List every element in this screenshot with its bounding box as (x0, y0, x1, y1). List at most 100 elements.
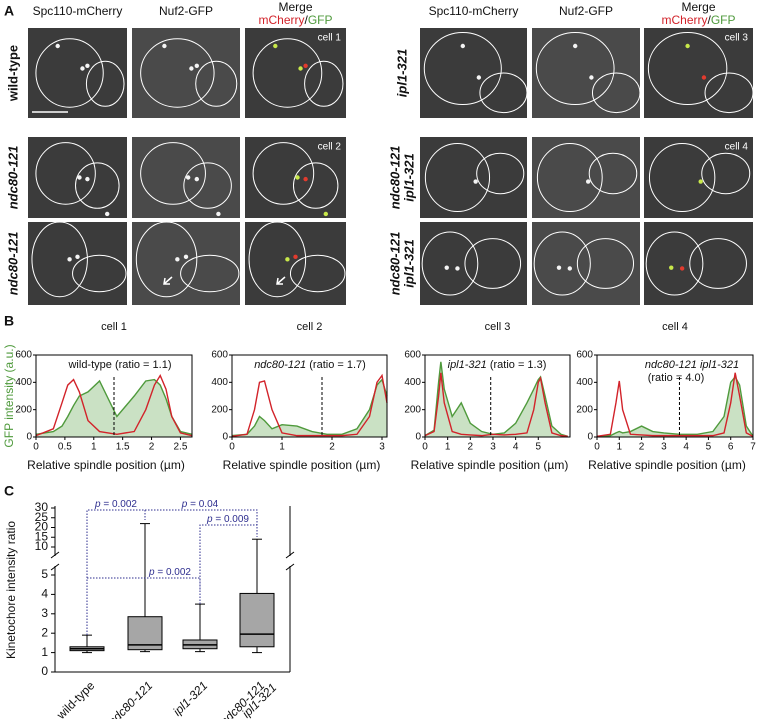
spot (573, 43, 578, 49)
x-tick-label: 1.5 (116, 442, 130, 453)
cell-outline (576, 238, 635, 289)
micrograph (532, 28, 640, 118)
micrograph (532, 222, 640, 305)
chart-title: cell 4 (662, 321, 688, 333)
annotation-part: (ratio = 4.0) (648, 372, 705, 384)
x-tick-label: 0.5 (58, 442, 72, 453)
cell-label: cell 2 (318, 142, 342, 153)
spot (85, 176, 90, 182)
cell-label: cell 1 (318, 33, 342, 44)
y-tick-label: 0 (41, 664, 48, 678)
x-tick-label: 3 (490, 442, 496, 453)
row-label: ipl1-321 (401, 239, 416, 287)
annotation-part: ndc80-121 ipl1-321 (645, 359, 739, 371)
y-tick-label: 30 (35, 500, 49, 514)
x-tick-label: 1 (91, 442, 97, 453)
y-tick-label: 0 (587, 432, 593, 443)
x-tick-label: 7 (750, 442, 756, 453)
x-tick-label: 2 (149, 442, 155, 453)
column-header: Merge (278, 0, 312, 14)
chart-title: cell 2 (297, 321, 323, 333)
spot (473, 179, 478, 184)
merge-slash: / (708, 13, 712, 27)
merge-red: mCherry (661, 13, 707, 27)
cell-outline (252, 38, 323, 108)
x-tick-label: 2 (468, 442, 474, 453)
x-tick-label: 1 (445, 442, 451, 453)
cell-outline (533, 231, 591, 296)
annotation-part: wild-type (ratio = 1.1) (67, 359, 171, 371)
panel-label: B (4, 313, 14, 329)
column-header: Nuf2-GFP (559, 4, 613, 18)
y-tick-label: 600 (15, 350, 32, 361)
x-tick-label: 4 (683, 442, 689, 453)
cell-outline (476, 152, 525, 195)
plot-frame (424, 354, 571, 438)
cell-outline (292, 162, 339, 209)
merge-green: GFP (711, 13, 736, 27)
cell-outline (704, 72, 754, 114)
x-tick-label: 3 (379, 442, 385, 453)
p-value-part: p (206, 514, 213, 525)
panel-label: A (4, 3, 14, 19)
cell-label: cell 4 (725, 142, 749, 153)
annotation: wild-type (ratio = 1.1) (67, 359, 171, 371)
cell-outline (183, 162, 232, 209)
x-tick-label: 2.5 (173, 442, 187, 453)
y-tick-label: 25 (35, 510, 49, 524)
x-tick-label: wild-type (53, 678, 97, 719)
annotation-part: (ratio = 1.7) (306, 359, 366, 371)
x-tick-label: 3 (661, 442, 667, 453)
x-tick-label: 0 (229, 442, 235, 453)
y-tick-label: 5 (41, 567, 48, 581)
y-tick-label: 10 (35, 539, 49, 553)
cell-outline (75, 162, 120, 209)
x-tick-label: 5 (706, 442, 712, 453)
y-tick-label: 600 (576, 350, 593, 361)
y-tick-label: 0 (222, 432, 228, 443)
cell-outline (35, 142, 96, 205)
p-value-part: = 0.04 (187, 499, 218, 510)
p-value-part: p (94, 499, 101, 510)
row-label: ndc80-121 (387, 146, 402, 210)
annotation: ndc80-121 ipl1-321 (645, 359, 739, 371)
spot (298, 66, 303, 71)
spot (460, 43, 465, 49)
cell-outline (701, 152, 751, 195)
spot (698, 179, 703, 184)
merge-red: mCherry (258, 13, 304, 27)
spot (77, 175, 82, 180)
x-tick-label: 0 (594, 442, 600, 453)
spot (679, 266, 685, 271)
spot (185, 175, 191, 180)
area (425, 361, 568, 437)
y-tick-label: 3 (41, 606, 48, 620)
panel-label: C (4, 483, 14, 499)
annotation: ipl1-321 (ratio = 1.3) (448, 359, 547, 371)
cell-outline (535, 32, 615, 105)
spot (567, 266, 572, 271)
cell-outline (536, 142, 603, 213)
spot (295, 175, 300, 180)
cell-outline (424, 142, 491, 213)
plot-frame (231, 354, 388, 438)
row-label: ndc80-121 (387, 232, 402, 296)
axis-break (285, 551, 295, 571)
spot (194, 176, 199, 182)
spot (55, 43, 60, 49)
micrograph (420, 28, 527, 118)
cell-outline (464, 238, 522, 289)
row-label: ndc80-121 (5, 146, 20, 210)
chart-title: cell 3 (485, 321, 511, 333)
plot-frame (596, 354, 754, 438)
p-value: p = 0.009 (206, 514, 249, 525)
p-value: p = 0.002 (148, 567, 191, 578)
spot (455, 266, 460, 271)
spot (183, 254, 189, 260)
significance-bracket (199, 524, 257, 604)
cell-outline (423, 32, 502, 105)
x-tick-label: ndc80-121 (105, 678, 155, 719)
annotation: (ratio = 4.0) (648, 372, 705, 384)
spot (303, 63, 308, 68)
